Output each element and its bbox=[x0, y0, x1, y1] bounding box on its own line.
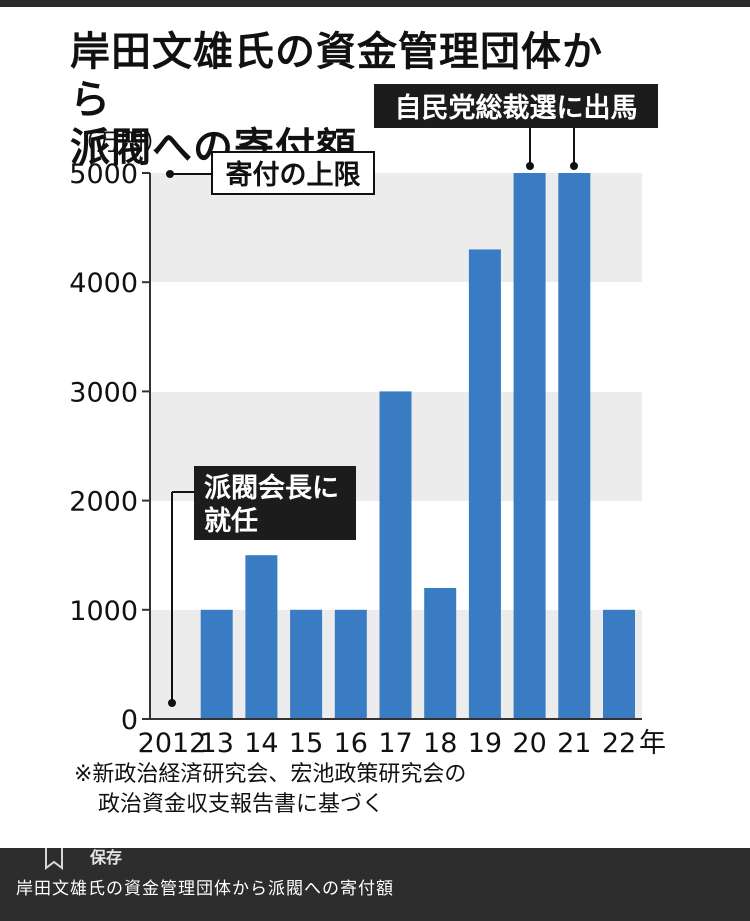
x-tick-label: 20 bbox=[512, 728, 546, 759]
limit-label: 寄付の上限 bbox=[226, 159, 361, 191]
bar-21 bbox=[558, 173, 591, 719]
election-dot-20 bbox=[526, 162, 534, 170]
x-tick-label: 14 bbox=[244, 728, 278, 759]
chair-label-box bbox=[194, 466, 356, 540]
y-tick-label: 1000 bbox=[69, 596, 138, 627]
source-note: ※新政治経済研究会、宏池政策研究会の 政治資金収支報告書に基づく bbox=[74, 760, 466, 820]
bookmark-icon[interactable] bbox=[44, 848, 64, 870]
election-annotation: 自民党総裁選に出馬 bbox=[374, 84, 658, 170]
source-note-line-2: 政治資金収支報告書に基づく bbox=[98, 792, 385, 817]
chair-label-line-2: 就任 bbox=[204, 506, 258, 537]
image-caption: 岸田文雄氏の資金管理団体から派閥への寄付額 bbox=[16, 879, 394, 899]
chair-label-line-1: 派閥会長に bbox=[204, 473, 339, 504]
election-label-box bbox=[374, 84, 658, 128]
x-tick-label: 13 bbox=[200, 728, 234, 759]
chart-title: 岸田文雄氏の資金管理団体から 派閥への寄付額 bbox=[70, 28, 630, 172]
faction-chair-annotation: 派閥会長に 就任 bbox=[168, 466, 356, 707]
x-tick-label: 16 bbox=[334, 728, 368, 759]
x-tick-label: 19 bbox=[468, 728, 502, 759]
y-tick-label: 3000 bbox=[69, 377, 138, 408]
x-axis-suffix: 年 bbox=[639, 728, 666, 759]
y-axis: 0 1000 2000 3000 4000 5000 bbox=[69, 159, 150, 736]
chart-title-line-1: 岸田文雄氏の資金管理団体から bbox=[70, 29, 603, 123]
bars bbox=[200, 173, 635, 719]
bar-22 bbox=[603, 609, 635, 719]
x-tick-label: 22 bbox=[602, 728, 636, 759]
y-tick-label: 0 bbox=[121, 705, 138, 736]
x-tick-label: 21 bbox=[557, 728, 591, 759]
y-tick-label: 2000 bbox=[69, 487, 138, 518]
bar-20 bbox=[513, 173, 546, 719]
caption-bar: 保存 岸田文雄氏の資金管理団体から派閥への寄付額 bbox=[0, 848, 750, 921]
source-note-line-1: ※新政治経済研究会、宏池政策研究会の bbox=[74, 762, 467, 787]
bar-18 bbox=[424, 587, 457, 719]
bar-16 bbox=[334, 609, 367, 719]
bar-13 bbox=[200, 609, 233, 719]
limit-label-box bbox=[211, 151, 375, 195]
bar-17 bbox=[379, 391, 412, 719]
limit-annotation: 寄付の上限 bbox=[166, 151, 375, 195]
bar-19 bbox=[468, 249, 501, 719]
bar-15 bbox=[290, 609, 323, 719]
y-unit-label: （万円） bbox=[72, 128, 168, 156]
x-tick-label: 15 bbox=[289, 728, 323, 759]
x-tick-label: 2012 bbox=[138, 728, 207, 759]
x-tick-label: 17 bbox=[378, 728, 412, 759]
save-button[interactable]: 保存 bbox=[90, 848, 123, 867]
election-label: 自民党総裁選に出馬 bbox=[395, 92, 638, 124]
y-tick-label: 4000 bbox=[69, 268, 138, 299]
x-tick-label: 18 bbox=[423, 728, 457, 759]
y-tick-label: 5000 bbox=[69, 159, 138, 190]
bar-14 bbox=[245, 555, 278, 719]
election-dot-21 bbox=[570, 162, 578, 170]
top-strip bbox=[0, 0, 750, 7]
